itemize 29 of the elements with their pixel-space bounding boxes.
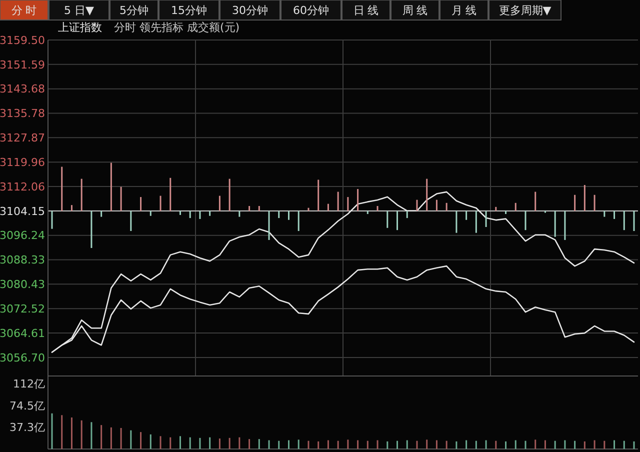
y-tick-label: 3064.61 [0,326,45,340]
y-tick-label: 3159.50 [0,34,45,47]
text: 15分钟 [171,4,207,17]
text: 月 线 [451,4,477,17]
y-tick-label: 3127.87 [0,132,45,145]
y-tick-label: 3119.96 [0,156,45,169]
chart-subtitle: 分时 领先指标 成交额(元) [114,21,240,34]
y-tick-label: 112亿 [13,377,45,390]
text: 60分钟 [293,4,329,17]
text: 5分钟 [120,4,148,17]
y-tick-label: 3096.24 [0,229,45,242]
chart-title: 上证指数 [58,21,102,34]
text: 日 线 [353,4,379,17]
text: 周 线 [402,4,428,17]
y-tick-label: 3072.52 [0,302,45,316]
y-tick-label: 3104.15 [0,204,45,218]
text: 更多周期▼ [498,4,552,17]
y-tick-label: 3080.43 [0,278,45,292]
y-tick-label: 37.3亿 [10,421,45,434]
text: 5 日▼ [64,4,95,17]
y-tick-label: 3143.68 [0,82,45,96]
y-tick-label: 74.5亿 [10,399,45,412]
y-tick-label: 3088.33 [0,254,45,267]
text: 分 时 [11,4,37,17]
y-tick-label: 3151.59 [0,58,45,72]
y-tick-label: 3135.78 [0,107,45,120]
text: 30分钟 [232,4,268,17]
y-tick-label: 3056.70 [0,351,45,364]
y-tick-label: 3112.06 [0,180,45,194]
